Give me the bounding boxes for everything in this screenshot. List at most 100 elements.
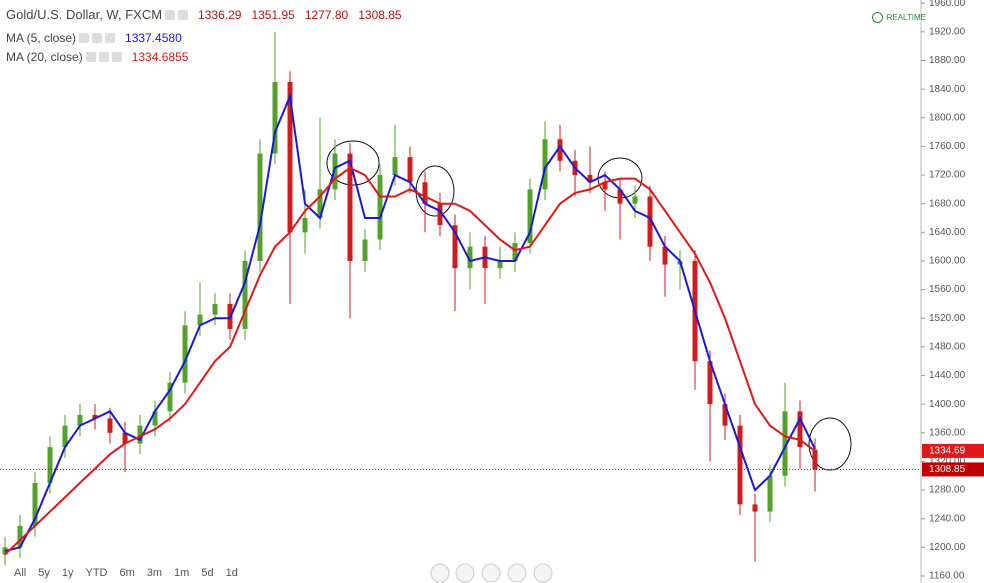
candle-body <box>662 246 668 265</box>
candle-body <box>512 243 518 261</box>
candle-body <box>422 182 428 204</box>
candle-body <box>152 411 158 426</box>
ma-line <box>4 92 816 552</box>
y-tick-label: 1200.00 <box>929 542 966 553</box>
candle-body <box>602 182 608 190</box>
candle-body <box>617 189 623 204</box>
price-tag <box>922 443 984 458</box>
range-button[interactable]: 5y <box>38 567 50 579</box>
candle-body <box>62 425 68 448</box>
candle-body <box>137 425 143 444</box>
ohlc-value: 1277.80 <box>304 7 349 22</box>
y-tick-label: 1440.00 <box>929 370 966 381</box>
candle-body <box>632 196 638 204</box>
range-button[interactable]: 1m <box>174 567 190 579</box>
scroll-right[interactable] <box>533 563 553 583</box>
range-button[interactable]: 1y <box>61 567 74 579</box>
indicator-name: MA (5, close) <box>6 31 77 45</box>
candle-body <box>392 157 398 176</box>
y-tick-label: 1920.00 <box>929 27 966 38</box>
icon[interactable] <box>85 52 96 62</box>
range-button[interactable]: 3m <box>146 567 163 579</box>
range-button[interactable]: 5d <box>201 567 214 579</box>
indicator-row: MA (20, close) 1334.6855 <box>6 50 188 64</box>
y-tick-label: 1400.00 <box>929 399 966 410</box>
ohlc-value: 1351.95 <box>251 7 295 22</box>
candle-body <box>287 81 293 233</box>
candle-body <box>587 175 593 183</box>
price-tag <box>922 462 984 477</box>
y-tick-label: 1280.00 <box>929 485 966 496</box>
indicator-value: 1337.4580 <box>125 31 182 45</box>
y-tick-label: 1320.00 <box>929 456 966 467</box>
candle-body <box>467 246 473 269</box>
icon[interactable] <box>165 9 176 20</box>
y-tick-label: 1880.00 <box>929 55 966 66</box>
icon[interactable] <box>105 33 116 43</box>
candle-body <box>707 361 713 405</box>
icon[interactable] <box>79 33 90 43</box>
range-button[interactable]: 6m <box>119 567 135 579</box>
candle-body <box>77 414 83 426</box>
candle-body <box>437 203 443 226</box>
y-tick-label: 1520.00 <box>929 313 966 324</box>
candle-body <box>122 432 128 444</box>
zoom-in[interactable] <box>507 563 527 583</box>
candle-body <box>752 504 758 512</box>
candle-body <box>332 153 338 190</box>
realtime-badge: REALTIME <box>871 12 926 23</box>
candle-body <box>497 260 503 269</box>
candle-body <box>47 447 53 483</box>
candle-body <box>782 411 788 476</box>
icon[interactable] <box>178 9 189 20</box>
y-tick-label: 1240.00 <box>929 513 966 524</box>
symbol-legend: Gold/U.S. Dollar, W, FXCM 1336.29 1351.95… <box>6 7 402 22</box>
candle-body <box>317 189 323 219</box>
zoom-out[interactable] <box>455 563 475 583</box>
candle-body <box>212 303 218 315</box>
realtime-label: REALTIME <box>886 13 926 22</box>
candle-body <box>647 196 653 247</box>
candle-body <box>182 325 188 383</box>
candle-body <box>452 225 458 269</box>
candle-body <box>797 411 803 448</box>
range-button[interactable]: 1d <box>225 567 238 579</box>
candle-body <box>257 153 263 261</box>
ohlc-value: 1336.29 <box>198 7 242 22</box>
y-tick-label: 1360.00 <box>929 427 966 438</box>
candle-body <box>542 139 548 190</box>
icon[interactable] <box>92 33 103 43</box>
y-tick-label: 1960.00 <box>929 0 966 9</box>
candle-body <box>92 414 98 419</box>
candle-body <box>812 449 818 470</box>
y-tick-label: 1680.00 <box>929 198 966 209</box>
candle-body <box>167 382 173 412</box>
y-tick-label: 1160.00 <box>929 571 965 582</box>
candle-body <box>197 314 203 326</box>
candle-body <box>377 175 383 240</box>
y-tick-label: 1560.00 <box>929 284 966 295</box>
icon[interactable] <box>111 52 122 62</box>
price-tag-label: 1334.69 <box>929 446 966 457</box>
y-tick-label: 1480.00 <box>929 342 966 353</box>
range-button[interactable]: YTD <box>85 567 108 579</box>
candle-body <box>272 81 278 154</box>
indicator-value: 1334.6855 <box>131 50 189 64</box>
range-button[interactable]: All <box>14 567 27 579</box>
indicator-name: MA (20, close) <box>6 50 83 64</box>
candle-body <box>767 475 773 512</box>
nav-buttons <box>430 563 553 583</box>
candle-body <box>362 239 368 261</box>
reset[interactable] <box>481 563 501 583</box>
annotation-circle <box>326 140 380 186</box>
scroll-left[interactable] <box>430 563 450 583</box>
y-tick-label: 1720.00 <box>929 170 966 181</box>
icon[interactable] <box>98 52 109 62</box>
y-tick-label: 1760.00 <box>929 141 966 152</box>
candle-body <box>722 404 728 426</box>
price-tag-label: 1308.85 <box>929 464 966 475</box>
indicator-row: MA (5, close) 1337.4580 <box>6 31 182 45</box>
y-tick-label: 1840.00 <box>929 84 966 95</box>
